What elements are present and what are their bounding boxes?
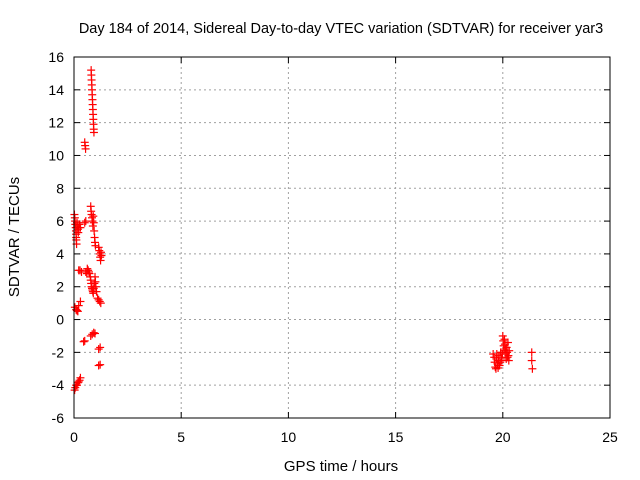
y-tick-label: 6 xyxy=(56,213,64,229)
chart-title: Day 184 of 2014, Sidereal Day-to-day VTE… xyxy=(79,21,603,37)
data-point xyxy=(88,222,97,231)
data-point xyxy=(76,266,85,275)
data-point xyxy=(89,218,98,227)
grid-lines xyxy=(74,57,610,418)
y-tick-label: -4 xyxy=(52,377,65,393)
axis-ticks xyxy=(73,56,611,419)
data-point xyxy=(80,218,89,227)
data-point xyxy=(97,251,106,260)
data-point xyxy=(79,337,88,346)
data-point xyxy=(95,297,104,306)
y-tick-labels: -6 -4 -2 0 2 4 6 8 10 12 14 16 xyxy=(48,49,64,426)
data-point xyxy=(91,329,100,338)
data-point xyxy=(96,299,105,308)
data-point xyxy=(90,279,99,288)
data-point xyxy=(72,305,81,314)
y-tick-label: 4 xyxy=(56,246,64,262)
y-tick-label: 10 xyxy=(48,147,64,163)
data-point xyxy=(92,287,101,296)
plot-frame xyxy=(73,56,611,419)
data-point xyxy=(73,307,82,316)
x-tick-label: 20 xyxy=(495,429,511,445)
x-tick-labels: 0 5 10 15 20 25 xyxy=(70,429,618,445)
data-points xyxy=(70,66,537,395)
data-point xyxy=(80,336,89,345)
data-point xyxy=(84,266,93,275)
y-tick-label: 2 xyxy=(56,279,64,295)
x-tick-label: 25 xyxy=(602,429,618,445)
data-point xyxy=(505,346,514,355)
data-point xyxy=(497,356,506,365)
data-point xyxy=(94,361,103,370)
data-point xyxy=(504,356,513,365)
y-tick-label: -6 xyxy=(52,410,65,426)
y-tick-label: 14 xyxy=(48,82,64,98)
y-tick-label: -2 xyxy=(52,344,65,360)
data-point xyxy=(89,328,98,337)
x-tick-label: 0 xyxy=(70,429,78,445)
y-tick-label: 8 xyxy=(56,180,64,196)
x-tick-label: 5 xyxy=(177,429,185,445)
data-point xyxy=(83,264,92,273)
data-point xyxy=(96,256,105,265)
data-point xyxy=(91,282,100,291)
data-point xyxy=(74,377,83,386)
x-tick-label: 15 xyxy=(388,429,404,445)
data-point xyxy=(89,128,98,137)
data-point xyxy=(96,360,105,369)
y-axis-label: SDTVAR / TECUs xyxy=(6,177,23,297)
data-point xyxy=(503,353,512,362)
data-point xyxy=(527,356,536,365)
data-point xyxy=(527,348,536,357)
data-point xyxy=(76,297,85,306)
data-point xyxy=(85,269,94,278)
data-point xyxy=(495,361,504,370)
data-point xyxy=(496,358,505,367)
data-point xyxy=(76,373,85,382)
y-tick-label: 0 xyxy=(56,312,64,328)
y-tick-label: 16 xyxy=(48,49,64,65)
data-point xyxy=(96,343,105,352)
data-point xyxy=(74,301,83,310)
data-point xyxy=(75,220,84,229)
data-point xyxy=(94,345,103,354)
y-tick-label: 12 xyxy=(48,115,64,131)
data-point xyxy=(528,364,537,373)
x-axis-label: GPS time / hours xyxy=(284,458,398,475)
data-point xyxy=(94,243,103,252)
data-point xyxy=(76,223,85,232)
data-point xyxy=(81,144,90,153)
x-tick-label: 10 xyxy=(281,429,297,445)
data-point xyxy=(503,338,512,347)
